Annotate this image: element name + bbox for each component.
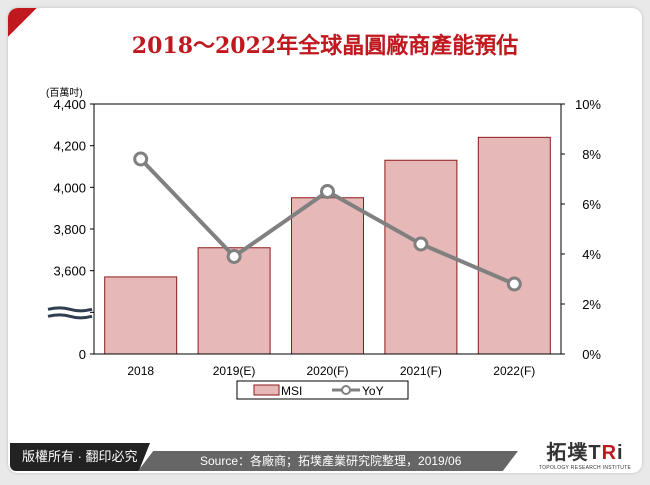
bar-2019(E) bbox=[197, 247, 271, 355]
y-tick-label: 0 bbox=[79, 347, 86, 362]
yoy-point-2018 bbox=[133, 151, 149, 167]
bar-2020(F) bbox=[291, 197, 364, 355]
bar-2018 bbox=[104, 276, 178, 355]
x-tick-label: 2018 bbox=[127, 364, 154, 378]
x-tick-label: 2022(F) bbox=[493, 364, 535, 378]
y2-tick-label: 6% bbox=[582, 197, 601, 212]
chart: 4,400 4,200 4,000 3,800 3,600 0 (百萬吋) 10% 8% 6% 4%… bbox=[46, 86, 601, 400]
bar-2021(F) bbox=[384, 159, 458, 355]
legend bbox=[236, 380, 409, 400]
axis-break-icon bbox=[47, 306, 93, 313]
legend-swatch-msi bbox=[253, 384, 280, 396]
y-tick-label: 4,200 bbox=[53, 139, 86, 154]
yoy-point-2021(F) bbox=[413, 236, 429, 252]
y-unit-label: (百萬吋) bbox=[46, 86, 83, 99]
axis-break-icon bbox=[47, 313, 93, 320]
corner-accent bbox=[8, 8, 68, 44]
legend-label-msi: MSI bbox=[281, 384, 302, 398]
y-tick-label: 4,000 bbox=[53, 180, 86, 195]
y-tick-label: 4,400 bbox=[53, 97, 86, 112]
bar-2022(F) bbox=[477, 136, 551, 355]
yoy-point-2019(E) bbox=[226, 249, 242, 264]
y2-tick-label: 2% bbox=[582, 297, 601, 312]
x-tick-label: 2019(E) bbox=[213, 364, 256, 378]
y-tick-label: 3,600 bbox=[53, 264, 86, 279]
legend-marker-yoy bbox=[341, 385, 351, 395]
copyright-label: 版權所有 · 翻印必究 bbox=[10, 443, 150, 471]
y2-tick-label: 4% bbox=[582, 247, 601, 262]
x-tick-label: 2020(F) bbox=[306, 364, 348, 378]
source-note: Source：各廠商；拓墣產業研究院整理，2019/06 bbox=[138, 451, 518, 471]
x-tick-label: 2021(F) bbox=[400, 364, 442, 378]
y2-tick-label: 0% bbox=[582, 347, 601, 362]
chart-title: 2018～2022年全球晶圓廠商產能預估 bbox=[131, 33, 519, 59]
y2-tick-label: 8% bbox=[582, 147, 601, 162]
legend-label-yoy: YoY bbox=[362, 384, 384, 398]
y-tick-label: 3,800 bbox=[53, 222, 86, 237]
yoy-point-2020(F) bbox=[320, 184, 335, 199]
yoy-point-2022(F) bbox=[506, 276, 522, 292]
y2-tick-label: 10% bbox=[575, 97, 601, 112]
tri-logo: 拓墣TRi TOPOLOGY RESEARCH INSTITUTE bbox=[538, 442, 632, 471]
